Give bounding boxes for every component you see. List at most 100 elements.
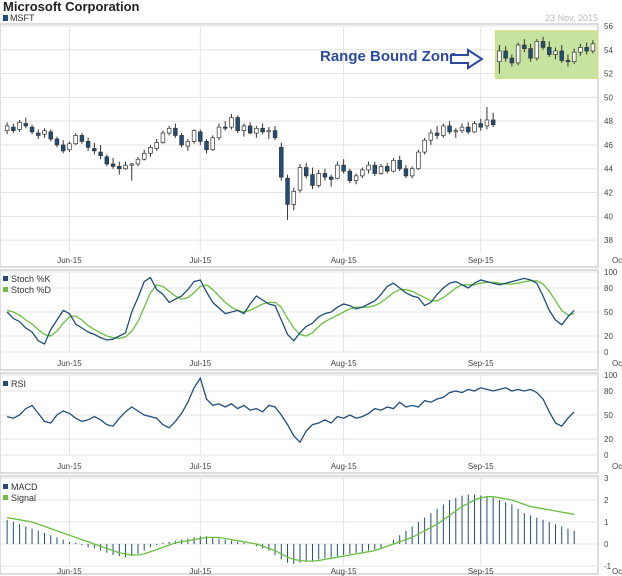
macd-y-tick: 3 xyxy=(604,474,609,483)
candle-body xyxy=(179,135,184,146)
macd-month-label: Oct-15 xyxy=(612,567,622,576)
candle-body xyxy=(522,44,527,49)
rsi-y-tick: 20 xyxy=(604,435,613,444)
price-y-tick: 56 xyxy=(604,22,613,31)
candle-body xyxy=(484,119,490,127)
price-y-tick: 42 xyxy=(604,189,613,198)
candle-body xyxy=(210,137,215,151)
macd-panel-frame xyxy=(0,475,599,575)
candle-body xyxy=(428,132,434,141)
candle-body xyxy=(4,125,10,132)
signal-line xyxy=(7,496,575,562)
stoch-y-tick: 100 xyxy=(604,268,618,277)
candle-body xyxy=(403,168,409,177)
candle-body xyxy=(578,47,583,53)
candle-body xyxy=(447,125,452,133)
price-panel-frame xyxy=(0,23,599,268)
candle-body xyxy=(60,144,66,152)
price-month-label: Aug-15 xyxy=(331,256,357,265)
macd-month-label: Jun-15 xyxy=(57,567,82,576)
stoch-month-label: Aug-15 xyxy=(331,359,357,368)
candle-body xyxy=(497,50,502,63)
candle-body xyxy=(366,164,371,171)
macd-month-label: Jul-15 xyxy=(189,567,211,576)
candle-body xyxy=(316,173,321,186)
candle-body xyxy=(235,117,240,132)
candle-body xyxy=(360,169,365,177)
candle-body xyxy=(135,158,141,165)
candle-body xyxy=(416,151,421,170)
stoch-month-label: Oct-15 xyxy=(612,359,622,368)
candle-body xyxy=(185,141,191,147)
price-y-tick: 54 xyxy=(604,46,613,55)
candle-body xyxy=(260,127,265,133)
rsi-month-label: Aug-15 xyxy=(331,462,357,471)
rsi-panel-frame xyxy=(0,372,599,474)
candle-body xyxy=(409,168,415,177)
macd-month-label: Aug-15 xyxy=(331,567,357,576)
candle-body xyxy=(328,176,334,180)
candle-body xyxy=(272,130,278,139)
price-month-label: Jul-15 xyxy=(189,256,211,265)
candle-body xyxy=(472,123,477,133)
candle-body xyxy=(73,135,78,145)
chart-title: Microsoft Corporation xyxy=(3,0,140,14)
candle-body xyxy=(123,164,128,170)
candle-body xyxy=(229,117,234,128)
candle-body xyxy=(590,43,596,52)
candle-body xyxy=(565,60,571,63)
candle-body xyxy=(353,175,359,181)
candle-body xyxy=(154,142,159,149)
candle-body xyxy=(441,125,446,136)
rsi-y-tick: 100 xyxy=(604,371,618,380)
candle-body xyxy=(515,44,521,64)
candle-body xyxy=(534,41,540,59)
axis-ticks: 38 40 42 44 46 48 50 52 54 56 Jun-15 Jul-15 Aug-15 Se… xyxy=(57,22,622,576)
candle-body xyxy=(129,163,134,166)
candle-body xyxy=(291,190,296,205)
stoch-k-line xyxy=(6,276,575,345)
candle-body xyxy=(322,173,328,178)
price-y-tick: 46 xyxy=(604,141,613,150)
stoch-y-tick: 20 xyxy=(604,332,613,341)
candle-body xyxy=(434,132,440,136)
candle-body xyxy=(397,160,402,170)
candle-body xyxy=(540,41,546,48)
price-y-tick: 40 xyxy=(604,212,613,221)
rsi-y-tick: 0 xyxy=(604,451,609,460)
candle-body xyxy=(285,177,290,205)
candle-body xyxy=(584,47,589,52)
macd-legend-label: MACD xyxy=(11,482,38,492)
rsi-month-label: Jun-15 xyxy=(57,462,82,471)
candle-body xyxy=(547,47,552,55)
stoch-d-line xyxy=(6,280,575,340)
candle-body xyxy=(117,166,122,170)
candle-body xyxy=(266,130,272,133)
candle-body xyxy=(341,164,346,172)
right-arrow-icon xyxy=(450,48,484,70)
signal-legend-label: Signal xyxy=(11,493,36,503)
candle-body xyxy=(110,163,116,167)
stoch-month-label: Sep-15 xyxy=(468,359,494,368)
stoch-k-legend-swatch xyxy=(3,276,8,281)
symbol-legend-label: MSFT xyxy=(10,13,35,23)
candle-body xyxy=(48,131,53,140)
candle-body xyxy=(216,126,222,139)
candle-body xyxy=(378,166,384,174)
price-month-label: Oct-15 xyxy=(612,256,622,265)
candle-body xyxy=(247,125,253,134)
candle-body xyxy=(223,126,228,129)
price-y-tick: 38 xyxy=(604,236,613,245)
candle-body xyxy=(304,167,309,177)
candle-body xyxy=(92,148,97,152)
macd-month-label: Sep-15 xyxy=(468,567,494,576)
rsi-month-label: Jul-15 xyxy=(189,462,211,471)
stoch-k-legend-label: Stoch %K xyxy=(11,274,51,284)
candle-body xyxy=(67,143,72,151)
candle-body xyxy=(391,160,396,172)
macd-y-tick: 0 xyxy=(604,540,609,549)
candle-body xyxy=(385,166,390,172)
candle-body xyxy=(36,132,41,136)
rsi-month-label: Oct-15 xyxy=(612,462,622,471)
price-month-label: Sep-15 xyxy=(468,256,494,265)
